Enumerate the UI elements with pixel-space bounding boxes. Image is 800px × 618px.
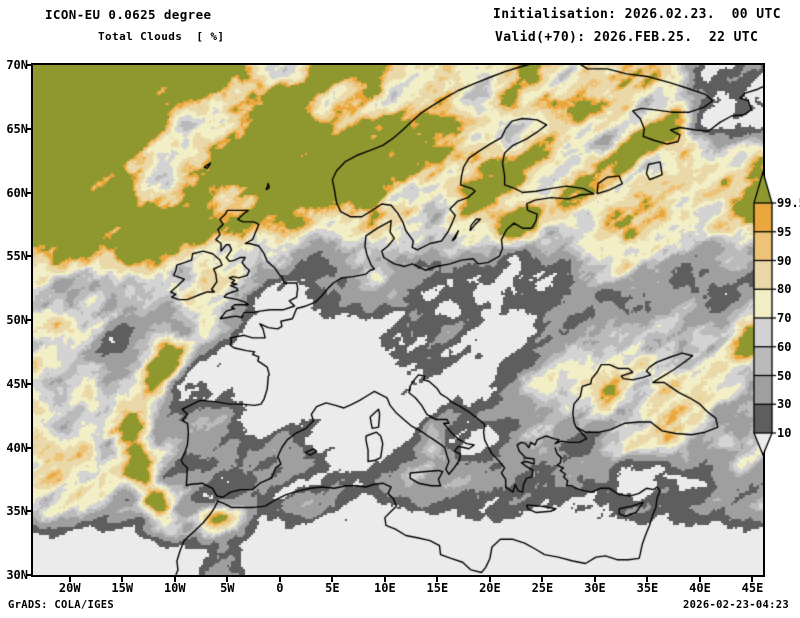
lat-axis-tick bbox=[26, 255, 33, 258]
lat-axis-label: 30N bbox=[6, 568, 28, 582]
lat-axis-tick bbox=[26, 382, 33, 385]
colorbar bbox=[750, 168, 782, 460]
lon-axis-label: 20W bbox=[58, 581, 81, 595]
legend-value-label: 80 bbox=[777, 282, 792, 297]
lat-axis-label: 50N bbox=[6, 313, 28, 327]
lat-axis-label: 40N bbox=[6, 440, 28, 455]
lon-axis-tick bbox=[751, 575, 754, 582]
lon-axis-tick bbox=[173, 575, 176, 582]
lat-axis-label: 65N bbox=[6, 121, 28, 136]
lon-axis-tick bbox=[698, 575, 701, 582]
lon-axis-tick bbox=[121, 575, 124, 582]
lon-axis-label: 5W bbox=[220, 581, 235, 595]
lon-axis-tick bbox=[488, 575, 491, 582]
lat-axis-label: 35N bbox=[6, 504, 28, 519]
lon-axis-tick bbox=[436, 575, 439, 582]
lon-axis-tick bbox=[226, 575, 229, 582]
lat-axis-label: 55N bbox=[6, 249, 28, 264]
lon-axis-tick bbox=[593, 575, 596, 582]
lon-axis-label: 45E bbox=[741, 581, 764, 595]
lon-axis-label: 15W bbox=[111, 581, 134, 595]
creation-timestamp: 2026-02-23-04:23 bbox=[683, 599, 789, 611]
lat-axis-tick bbox=[26, 319, 33, 321]
lon-axis-tick bbox=[68, 575, 71, 582]
lat-axis-tick bbox=[26, 191, 33, 194]
lon-axis-label: 20E bbox=[479, 581, 501, 595]
lat-axis-label: 45N bbox=[6, 376, 28, 391]
legend-value-label: 30 bbox=[777, 397, 792, 412]
legend-value-label: 70 bbox=[777, 311, 792, 325]
lat-axis-tick bbox=[26, 574, 33, 576]
lon-axis-label: 25E bbox=[531, 581, 554, 595]
legend-value-label: 90 bbox=[777, 253, 792, 268]
lon-axis-label: 10E bbox=[374, 581, 396, 595]
legend-value-label: 50 bbox=[777, 368, 792, 383]
model-title: ICON-EU 0.0625 degree bbox=[45, 7, 212, 22]
lat-axis-label: 70N bbox=[6, 58, 28, 72]
map-canvas bbox=[33, 65, 763, 575]
lon-axis-label: 10W bbox=[163, 581, 186, 595]
lon-axis-label: 5E bbox=[325, 581, 340, 595]
lon-axis-tick bbox=[278, 575, 281, 582]
map-frame bbox=[31, 63, 765, 577]
lon-axis-label: 35E bbox=[636, 581, 659, 595]
lon-axis-label: 0 bbox=[276, 581, 284, 595]
lat-axis-tick bbox=[26, 510, 33, 513]
legend-value-label: 95 bbox=[777, 224, 792, 239]
colorbar-legend: 99.5 95 90 80 70 60 50 30 10 bbox=[750, 168, 800, 460]
valid-time: Valid(+70): 2026.FEB.25. 22 UTC bbox=[495, 30, 759, 45]
lon-axis-tick bbox=[383, 575, 386, 582]
lon-axis-tick bbox=[646, 575, 649, 582]
lon-axis-tick bbox=[331, 575, 334, 582]
lat-axis-label: 60N bbox=[6, 185, 28, 200]
lon-axis-tick bbox=[541, 575, 544, 582]
lat-axis-tick bbox=[26, 64, 33, 66]
lon-axis-label: 40E bbox=[689, 581, 711, 595]
legend-value-label: 10 bbox=[777, 426, 792, 440]
lat-axis-tick bbox=[26, 446, 33, 449]
legend-value-label: 99.5 bbox=[777, 196, 800, 210]
lon-axis-label: 30E bbox=[584, 581, 606, 595]
field-title: Total Clouds [ %] bbox=[98, 30, 225, 43]
lon-axis-label: 15E bbox=[426, 581, 449, 595]
legend-value-label: 60 bbox=[777, 339, 792, 354]
initialisation-time: Initialisation: 2026.02.23. 00 UTC bbox=[493, 7, 781, 22]
grads-credit: GrADS: COLA/IGES bbox=[8, 599, 114, 611]
lat-axis-tick bbox=[26, 127, 33, 130]
